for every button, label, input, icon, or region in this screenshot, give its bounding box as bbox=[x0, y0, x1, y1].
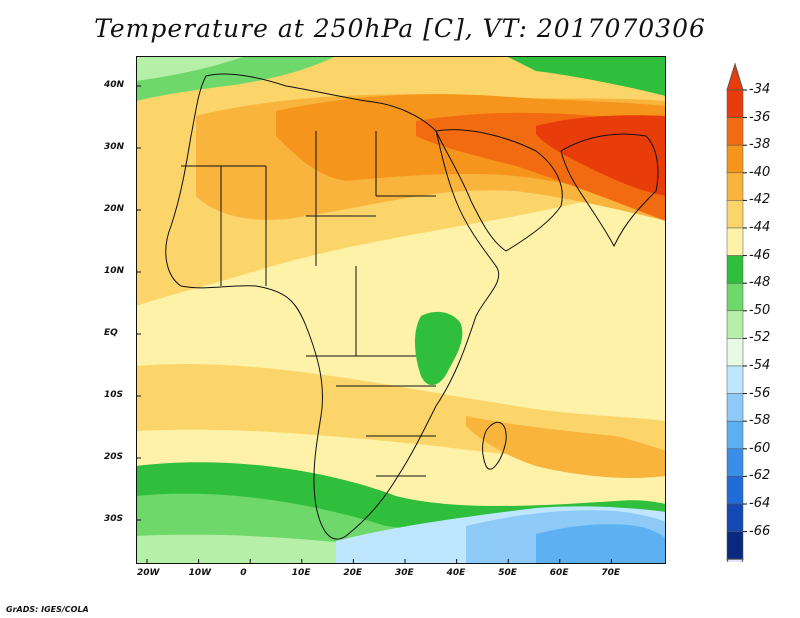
colorbar-swatch bbox=[726, 310, 744, 339]
colorbar-label: -52 bbox=[749, 330, 771, 346]
lat-tick-label: 40N bbox=[104, 80, 125, 90]
colorbar-label: -60 bbox=[749, 440, 771, 456]
lon-tick-label: 20E bbox=[343, 568, 363, 578]
colorbar-label: -56 bbox=[749, 385, 771, 401]
patch-east-africa-46 bbox=[414, 311, 463, 386]
colorbar bbox=[725, 62, 795, 587]
colorbar-label: -48 bbox=[749, 275, 771, 291]
map-axes bbox=[136, 56, 666, 564]
colorbar-swatch bbox=[726, 338, 744, 367]
colorbar-label: -54 bbox=[749, 358, 771, 373]
credit-text: GrADS: IGES/COLA bbox=[6, 605, 89, 614]
colorbar-swatch bbox=[726, 365, 744, 394]
band-caspian-46 bbox=[506, 56, 666, 96]
lat-tick-label: 10S bbox=[104, 390, 124, 400]
band-med-50 bbox=[136, 56, 246, 81]
lat-tick-label: 20N bbox=[104, 204, 125, 214]
colorbar-label: -38 bbox=[749, 137, 771, 153]
colorbar-label: -58 bbox=[749, 413, 771, 429]
colorbar-swatch bbox=[726, 144, 744, 174]
colorbar-swatch bbox=[726, 531, 744, 560]
lon-tick-label: 70E bbox=[601, 568, 621, 578]
arabia bbox=[435, 129, 563, 252]
colorbar-label: -44 bbox=[749, 220, 771, 235]
colorbar-swatch bbox=[726, 117, 744, 146]
colorbar-swatch bbox=[726, 200, 744, 229]
colorbar-swatch bbox=[726, 476, 744, 505]
lat-tick-label: EQ bbox=[104, 328, 118, 338]
colorbar-min-arrow bbox=[726, 558, 744, 587]
lon-tick-label: 50E bbox=[498, 568, 517, 578]
lat-tick-label: 20S bbox=[104, 452, 124, 462]
temperature-map bbox=[136, 56, 666, 564]
band-south-40 bbox=[466, 416, 666, 478]
lon-tick-label: 40E bbox=[446, 568, 466, 578]
colorbar-swatch bbox=[726, 255, 744, 284]
map-frame bbox=[136, 56, 666, 564]
lon-tick-label: 60E bbox=[549, 568, 569, 578]
colorbar-swatches bbox=[726, 62, 747, 587]
lon-tick-label: 10E bbox=[291, 568, 311, 578]
colorbar-swatch bbox=[726, 282, 744, 312]
colorbar-swatch bbox=[726, 393, 744, 422]
colorbar-swatch bbox=[726, 420, 744, 450]
colorbar-swatch bbox=[726, 89, 744, 118]
map-panel bbox=[136, 56, 666, 564]
colorbar-swatch bbox=[726, 172, 744, 201]
colorbar-swatch bbox=[726, 227, 744, 256]
colorbar-max-arrow bbox=[726, 62, 744, 91]
colorbar-label: -42 bbox=[749, 192, 771, 208]
coastlines bbox=[165, 73, 659, 540]
colorbar-label: -34 bbox=[749, 82, 771, 97]
colorbar-label: -46 bbox=[749, 247, 771, 263]
colorbar-label: -66 bbox=[749, 523, 771, 539]
lon-tick-label: 30E bbox=[395, 568, 414, 578]
colorbar-label: -62 bbox=[749, 468, 771, 484]
south-asia bbox=[560, 133, 659, 248]
lat-tick-label: 10N bbox=[104, 266, 125, 276]
band-north-34 bbox=[536, 115, 666, 196]
colorbar-swatch bbox=[726, 503, 744, 532]
colorbar-label: -50 bbox=[749, 302, 771, 318]
madagascar bbox=[482, 421, 507, 470]
chart-title: Temperature at 250hPa [C], VT: 201707030… bbox=[94, 14, 706, 43]
lat-tick-label: 30S bbox=[104, 514, 124, 524]
lon-tick-label: 10W bbox=[188, 568, 212, 578]
lon-tick-label: 20W bbox=[137, 568, 160, 578]
colorbar-label: -40 bbox=[749, 164, 771, 180]
lat-tick-label: 30N bbox=[104, 142, 125, 152]
colorbar-label: -64 bbox=[749, 496, 771, 511]
colorbar-swatch bbox=[726, 448, 744, 477]
colorbar-label: -36 bbox=[749, 109, 771, 125]
band-south-58 bbox=[536, 524, 666, 564]
lon-tick-label: 0 bbox=[240, 568, 247, 578]
